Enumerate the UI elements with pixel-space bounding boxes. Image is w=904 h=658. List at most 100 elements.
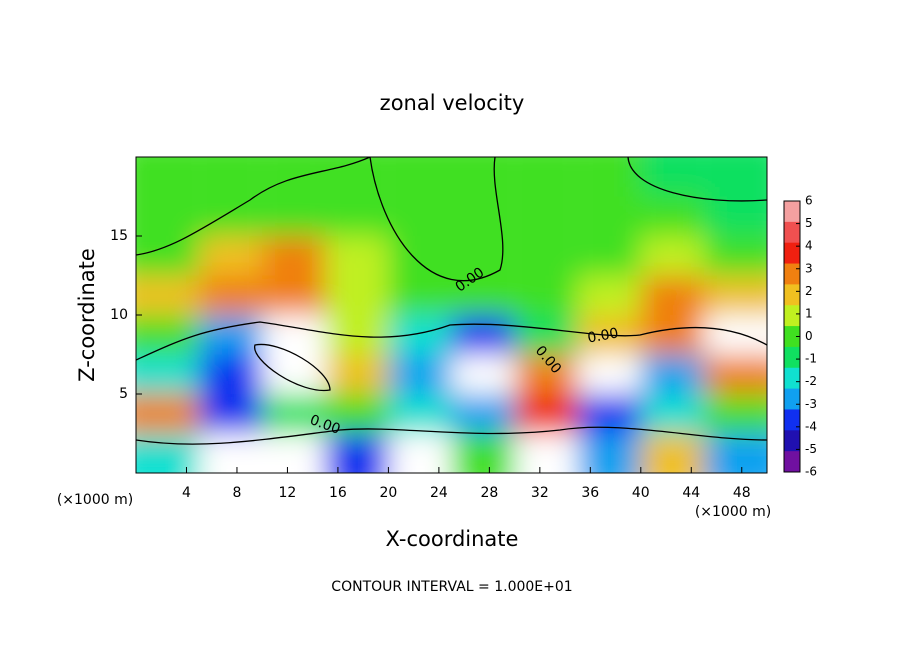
cell <box>451 196 515 236</box>
contour-label: 0.00 <box>586 325 619 346</box>
cell <box>703 157 767 197</box>
cell <box>703 315 767 355</box>
cell <box>388 394 452 434</box>
cell <box>136 236 200 276</box>
footer: CONTOUR INTERVAL = 1.000E+01 <box>331 579 572 595</box>
colorbar-tick-label: -3 <box>805 397 817 411</box>
cell <box>262 315 326 355</box>
x-tick-label: 44 <box>682 485 700 501</box>
cell <box>577 236 641 276</box>
cell <box>451 354 515 394</box>
colorbar-tick-label: 4 <box>805 239 813 253</box>
cell <box>577 157 641 197</box>
cell <box>577 275 641 315</box>
cell <box>514 196 578 236</box>
field <box>136 157 767 473</box>
cell <box>136 196 200 236</box>
cell <box>199 196 263 236</box>
cell <box>325 315 389 355</box>
cell <box>451 236 515 276</box>
cell <box>262 275 326 315</box>
cell <box>514 433 578 473</box>
x-tick-label: 24 <box>430 485 448 501</box>
cell <box>388 236 452 276</box>
cell <box>262 157 326 197</box>
x-unit: (×1000 m) <box>57 492 133 508</box>
colorbar-swatch <box>784 221 800 244</box>
cell <box>640 157 704 197</box>
cell <box>199 315 263 355</box>
plot-area <box>136 157 767 473</box>
cell <box>262 236 326 276</box>
x-axis-label: X-coordinate <box>386 527 519 551</box>
cell <box>514 315 578 355</box>
cell <box>325 157 389 197</box>
cell <box>577 433 641 473</box>
y-tick-label: 10 <box>110 307 128 323</box>
cell <box>325 433 389 473</box>
x-tick-label: 16 <box>329 485 347 501</box>
cell <box>388 354 452 394</box>
x-tick-label: 20 <box>379 485 397 501</box>
cell <box>388 196 452 236</box>
x-tick-label: 28 <box>480 485 498 501</box>
cell <box>262 394 326 434</box>
cell <box>199 394 263 434</box>
x-tick-label: 4 <box>182 485 191 501</box>
contours <box>136 157 767 445</box>
x-tick-label: 40 <box>632 485 650 501</box>
cell <box>136 275 200 315</box>
cell <box>136 433 200 473</box>
cell <box>703 236 767 276</box>
cell <box>640 433 704 473</box>
colorbar-tick-label: -1 <box>805 352 817 366</box>
cell <box>325 236 389 276</box>
cell <box>136 394 200 434</box>
cell <box>325 275 389 315</box>
cell <box>199 157 263 197</box>
cell <box>640 394 704 434</box>
colorbar-swatch <box>784 367 800 390</box>
cell <box>451 433 515 473</box>
cell <box>514 157 578 197</box>
cell <box>199 275 263 315</box>
cell <box>703 196 767 236</box>
y-tick-label: 5 <box>119 386 128 402</box>
chart-title: zonal velocity <box>380 91 525 115</box>
cell <box>199 236 263 276</box>
cell <box>325 196 389 236</box>
cell <box>388 157 452 197</box>
x-tick-label: 48 <box>733 485 751 501</box>
colorbar-swatch <box>784 242 800 265</box>
colorbar-tick-label: 3 <box>805 261 813 275</box>
colorbar-swatch <box>784 409 800 431</box>
x-unit: (×1000 m) <box>695 504 771 520</box>
cell <box>325 394 389 434</box>
y-tick-label: 15 <box>110 228 128 244</box>
cell <box>514 236 578 276</box>
cell <box>703 394 767 434</box>
colorbar-tick-label: -6 <box>805 465 817 479</box>
cell <box>262 354 326 394</box>
cell <box>577 196 641 236</box>
cell <box>640 236 704 276</box>
cell <box>640 196 704 236</box>
cell <box>199 354 263 394</box>
cell <box>262 433 326 473</box>
colorbar-tick-label: -5 <box>805 442 817 456</box>
cell <box>514 354 578 394</box>
colorbar-tick-label: 2 <box>805 284 813 298</box>
colorbar-swatch <box>784 201 800 223</box>
colorbar: 6 5 4 3 2 1 0 -1 -2 -3 -4 -5 -6 <box>783 194 817 479</box>
colorbar-tick-label: 1 <box>805 306 813 320</box>
y-axis-label: Z-coordinate <box>75 248 99 382</box>
colorbar-tick-label: -2 <box>805 374 817 388</box>
cell <box>451 315 515 355</box>
cell <box>388 433 452 473</box>
colorbar-tick-label: 0 <box>805 329 813 343</box>
cell <box>136 354 200 394</box>
colorbar-tick-label: -4 <box>805 419 817 433</box>
cell <box>262 196 326 236</box>
cell <box>325 354 389 394</box>
